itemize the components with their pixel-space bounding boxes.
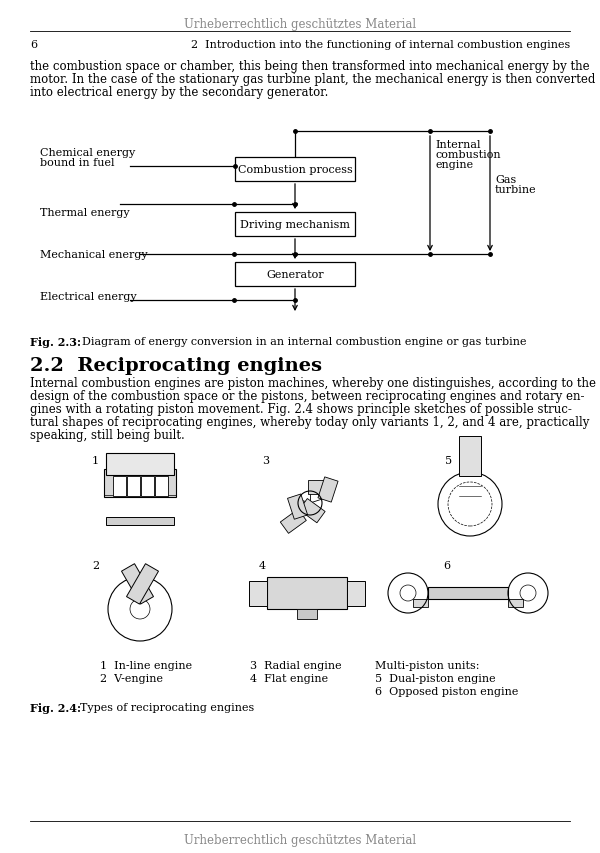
- Text: Chemical energy: Chemical energy: [40, 148, 135, 158]
- Text: Multi-piston units:: Multi-piston units:: [375, 660, 479, 670]
- Text: bound in fuel: bound in fuel: [40, 158, 115, 168]
- Bar: [413, 600, 428, 607]
- Bar: [287, 495, 308, 519]
- Text: 5: 5: [445, 456, 452, 466]
- Text: motor. In the case of the stationary gas turbine plant, the mechanical energy is: motor. In the case of the stationary gas…: [30, 73, 595, 86]
- Text: 4: 4: [259, 560, 266, 571]
- Text: Types of reciprocating engines: Types of reciprocating engines: [73, 702, 254, 712]
- Text: Driving mechanism: Driving mechanism: [240, 220, 350, 229]
- Text: Electrical energy: Electrical energy: [40, 292, 137, 302]
- Text: 1: 1: [92, 456, 99, 466]
- Bar: [155, 477, 167, 496]
- Text: into electrical energy by the secondary generator.: into electrical energy by the secondary …: [30, 86, 328, 99]
- Bar: [235, 212, 355, 237]
- Text: 3: 3: [262, 456, 269, 466]
- Text: Diagram of energy conversion in an internal combustion engine or gas turbine: Diagram of energy conversion in an inter…: [75, 337, 527, 346]
- Text: 3  Radial engine: 3 Radial engine: [250, 660, 341, 670]
- Bar: [508, 600, 523, 607]
- Text: Fig. 2.4:: Fig. 2.4:: [30, 702, 81, 713]
- Bar: [280, 509, 307, 534]
- Text: combustion: combustion: [435, 150, 500, 160]
- Text: 2  Introduction into the functioning of internal combustion engines: 2 Introduction into the functioning of i…: [191, 40, 570, 50]
- Text: 2: 2: [92, 560, 99, 571]
- Bar: [235, 158, 355, 182]
- Bar: [140, 477, 154, 496]
- Text: Gas: Gas: [495, 175, 516, 185]
- Bar: [249, 581, 267, 606]
- Text: Generator: Generator: [266, 270, 324, 280]
- Text: 2  V-engine: 2 V-engine: [100, 673, 163, 683]
- Text: Thermal energy: Thermal energy: [40, 208, 130, 218]
- Bar: [113, 477, 125, 496]
- Bar: [127, 564, 158, 605]
- Bar: [127, 477, 139, 496]
- Bar: [318, 478, 338, 502]
- Text: 6: 6: [30, 40, 37, 50]
- Text: turbine: turbine: [495, 185, 536, 194]
- Text: 1  In-line engine: 1 In-line engine: [100, 660, 192, 670]
- Text: Mechanical energy: Mechanical energy: [40, 250, 148, 259]
- Text: tural shapes of reciprocating engines, whereby today only variants 1, 2, and 4 a: tural shapes of reciprocating engines, w…: [30, 415, 589, 428]
- Bar: [308, 480, 330, 495]
- Bar: [459, 437, 481, 477]
- Text: Internal: Internal: [435, 140, 481, 150]
- Bar: [104, 469, 176, 497]
- Text: design of the combustion space or the pistons, between reciprocating engines and: design of the combustion space or the pi…: [30, 390, 584, 403]
- Bar: [122, 564, 154, 605]
- Text: engine: engine: [435, 160, 473, 170]
- Text: 5  Dual-piston engine: 5 Dual-piston engine: [375, 673, 496, 683]
- Bar: [428, 588, 508, 600]
- Text: 2.2  Reciprocating engines: 2.2 Reciprocating engines: [30, 357, 322, 374]
- Text: gines with a rotating piston movement. Fig. 2.4 shows principle sketches of poss: gines with a rotating piston movement. F…: [30, 403, 572, 415]
- Text: 6: 6: [443, 560, 450, 571]
- Text: speaking, still being built.: speaking, still being built.: [30, 428, 185, 442]
- Bar: [347, 581, 365, 606]
- Text: the combustion space or chamber, this being then transformed into mechanical ene: the combustion space or chamber, this be…: [30, 60, 590, 73]
- Text: 6  Opposed piston engine: 6 Opposed piston engine: [375, 686, 518, 696]
- Text: 4  Flat engine: 4 Flat engine: [250, 673, 328, 683]
- Bar: [297, 609, 317, 619]
- Bar: [106, 518, 174, 525]
- Bar: [235, 263, 355, 287]
- Bar: [267, 577, 347, 609]
- Text: Combustion process: Combustion process: [238, 165, 352, 175]
- Text: Internal combustion engines are piston machines, whereby one distinguishes, acco: Internal combustion engines are piston m…: [30, 376, 596, 390]
- Text: Fig. 2.3:: Fig. 2.3:: [30, 337, 81, 347]
- Bar: [299, 499, 325, 523]
- Bar: [106, 454, 174, 475]
- Text: Urheberrechtlich geschütztes Material: Urheberrechtlich geschütztes Material: [184, 833, 416, 846]
- Text: Urheberrechtlich geschütztes Material: Urheberrechtlich geschütztes Material: [184, 18, 416, 31]
